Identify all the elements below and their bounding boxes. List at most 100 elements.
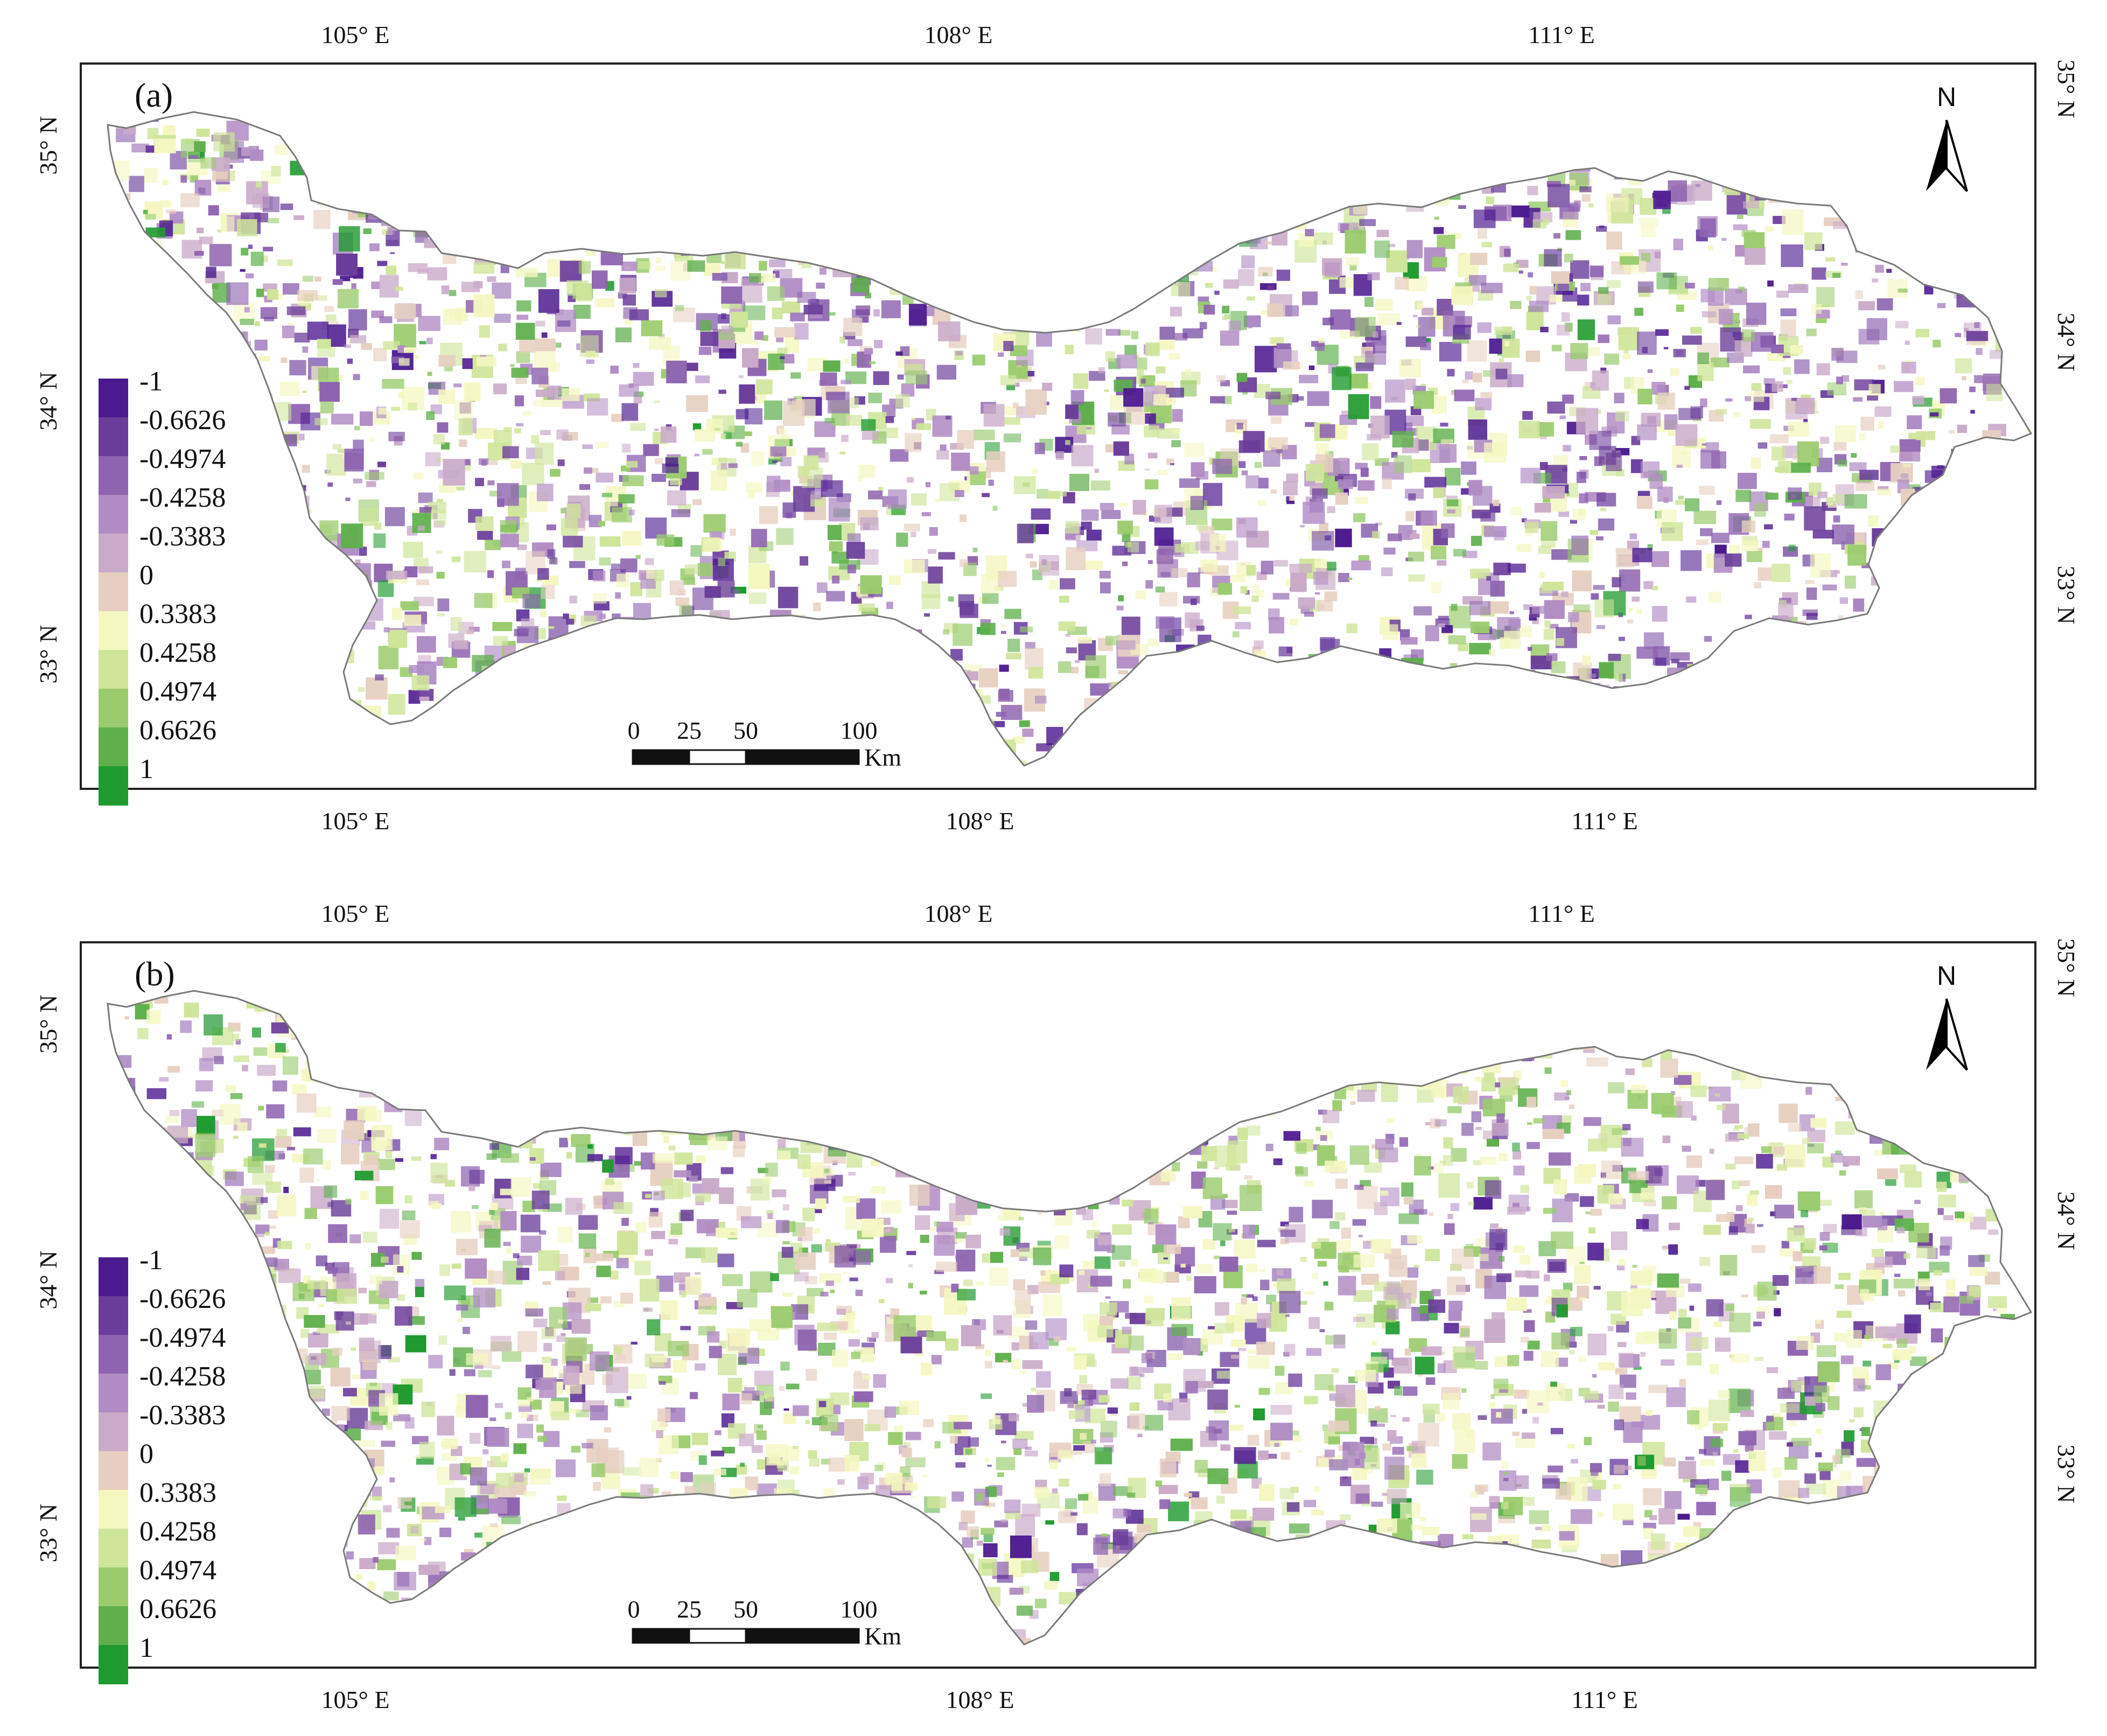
raster-patch — [580, 117, 599, 140]
raster-patch — [849, 397, 859, 409]
raster-patch — [478, 219, 497, 229]
raster-patch — [285, 534, 298, 549]
raster-patch — [1827, 382, 1846, 396]
raster-patch — [398, 121, 418, 141]
raster-patch — [1875, 1618, 1886, 1627]
raster-patch — [1640, 761, 1645, 766]
raster-patch — [765, 650, 782, 661]
raster-patch — [438, 389, 456, 404]
raster-patch — [555, 151, 575, 163]
raster-patch — [641, 684, 646, 688]
raster-patch — [1966, 258, 1982, 271]
right-tick-label: 34° N — [2053, 1191, 2080, 1250]
raster-patch — [893, 1603, 907, 1613]
raster-patch — [725, 197, 731, 201]
raster-patch — [1700, 398, 1707, 408]
raster-patch — [1747, 642, 1767, 653]
legend-swatch — [99, 766, 128, 806]
raster-patch — [1484, 526, 1507, 537]
raster-patch — [1275, 225, 1282, 232]
raster-patch — [1854, 379, 1874, 390]
raster-patch — [516, 300, 531, 312]
raster-patch — [1844, 494, 1867, 509]
raster-patch — [1425, 625, 1439, 641]
raster-patch — [1236, 717, 1252, 731]
raster-patch — [878, 120, 894, 129]
raster-patch — [936, 450, 949, 460]
raster-patch — [1221, 993, 1240, 1005]
raster-patch — [1783, 367, 1791, 375]
raster-patch — [935, 219, 953, 229]
raster-patch — [226, 331, 248, 351]
raster-patch — [1639, 725, 1648, 732]
raster-patch — [915, 1529, 925, 1537]
raster-patch — [2029, 393, 2031, 408]
raster-patch — [1791, 463, 1811, 473]
raster-patch — [1921, 499, 1935, 510]
raster-patch — [1668, 431, 1677, 436]
raster-patch — [1901, 489, 1915, 506]
raster-patch — [2012, 166, 2023, 173]
raster-patch — [1763, 378, 1775, 385]
raster-patch — [1877, 724, 1885, 733]
raster-patch — [537, 1635, 556, 1644]
raster-patch — [288, 132, 292, 136]
raster-patch — [1902, 152, 1924, 174]
raster-patch — [1139, 375, 1156, 387]
raster-patch — [1978, 519, 1993, 536]
raster-patch — [1025, 1446, 1032, 1450]
raster-patch — [388, 694, 405, 715]
raster-patch — [1711, 451, 1726, 468]
raster-patch — [316, 295, 327, 301]
raster-patch — [481, 221, 488, 228]
raster-patch — [1205, 283, 1213, 288]
raster-patch — [562, 388, 580, 401]
raster-patch — [1914, 487, 1921, 491]
raster-patch — [948, 234, 955, 240]
raster-patch — [1082, 143, 1090, 150]
raster-patch — [755, 331, 764, 340]
raster-patch — [351, 1500, 361, 1506]
raster-patch — [1101, 261, 1119, 276]
raster-patch — [1165, 676, 1182, 689]
raster-patch — [1839, 597, 1848, 604]
raster-patch — [1166, 230, 1179, 244]
raster-patch — [481, 739, 503, 761]
raster-patch — [843, 318, 863, 336]
raster-patch — [1859, 215, 1868, 219]
raster-patch — [1399, 119, 1416, 137]
raster-patch — [1025, 554, 1033, 558]
raster-patch — [751, 451, 765, 466]
raster-patch — [415, 170, 433, 183]
raster-patch — [1290, 1487, 1299, 1493]
raster-patch — [1335, 528, 1352, 548]
raster-patch — [260, 307, 278, 319]
raster-patch — [569, 209, 589, 220]
raster-patch — [599, 733, 621, 751]
raster-patch — [1772, 381, 1783, 392]
raster-patch — [1898, 648, 1909, 655]
raster-patch — [782, 301, 801, 314]
raster-patch — [1941, 579, 1964, 591]
raster-patch — [2003, 332, 2020, 344]
raster-patch — [829, 638, 843, 654]
raster-patch — [1587, 713, 1604, 724]
raster-patch — [404, 347, 417, 353]
raster-patch — [1484, 115, 1498, 125]
raster-patch — [802, 688, 815, 695]
raster-patch — [1643, 632, 1664, 649]
raster-patch — [1381, 567, 1393, 576]
raster-patch — [601, 742, 611, 750]
raster-patch — [312, 123, 333, 132]
raster-patch — [1489, 1223, 1499, 1229]
raster-patch — [748, 491, 755, 499]
raster-patch — [561, 227, 569, 236]
raster-patch — [1836, 376, 1843, 384]
raster-patch — [940, 141, 945, 145]
raster-patch — [2027, 179, 2031, 182]
raster-patch — [1082, 205, 1105, 221]
raster-patch — [769, 715, 779, 720]
raster-patch — [1751, 332, 1774, 352]
raster-patch — [506, 154, 522, 165]
raster-patch — [443, 764, 454, 766]
